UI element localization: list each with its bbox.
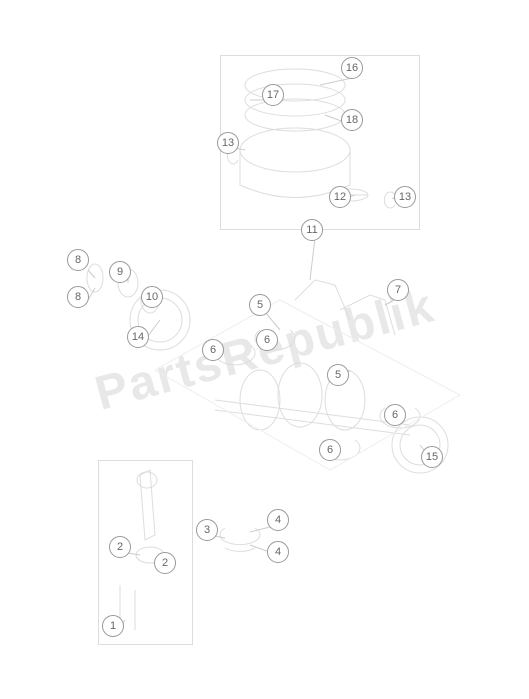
callout-15: 15 — [421, 446, 443, 468]
callout-number: 12 — [329, 186, 351, 208]
callout-number: 17 — [262, 84, 284, 106]
callout-number: 13 — [394, 186, 416, 208]
callout-4b: 4 — [267, 509, 289, 531]
callout-number: 4 — [267, 509, 289, 531]
callout-number: 2 — [154, 552, 176, 574]
callout-5: 5 — [249, 294, 271, 316]
callout-5b: 5 — [327, 364, 349, 386]
callout-number: 5 — [249, 294, 271, 316]
callout-2b: 2 — [154, 552, 176, 574]
callout-number: 18 — [341, 109, 363, 131]
callout-11: 11 — [301, 219, 323, 241]
callout-7: 7 — [387, 279, 409, 301]
callout-number: 5 — [327, 364, 349, 386]
callout-8b: 8 — [67, 286, 89, 308]
callout-6: 6 — [202, 339, 224, 361]
callout-3: 3 — [196, 519, 218, 541]
callout-18: 18 — [341, 109, 363, 131]
callout-number: 2 — [109, 536, 131, 558]
callout-12: 12 — [329, 186, 351, 208]
callout-16: 16 — [341, 57, 363, 79]
callout-6d: 6 — [384, 404, 406, 426]
callout-13b: 13 — [394, 186, 416, 208]
callout-6b: 6 — [256, 329, 278, 351]
callout-13: 13 — [217, 132, 239, 154]
callout-number: 8 — [67, 249, 89, 271]
callout-4: 4 — [267, 541, 289, 563]
callout-number: 6 — [384, 404, 406, 426]
callout-17: 17 — [262, 84, 284, 106]
callout-number: 7 — [387, 279, 409, 301]
callout-2: 2 — [109, 536, 131, 558]
callout-number: 8 — [67, 286, 89, 308]
callout-number: 13 — [217, 132, 239, 154]
callout-1: 1 — [102, 615, 124, 637]
callout-14: 14 — [127, 326, 149, 348]
callout-number: 16 — [341, 57, 363, 79]
callout-10: 10 — [141, 286, 163, 308]
callout-number: 6 — [319, 439, 341, 461]
callout-6c: 6 — [319, 439, 341, 461]
callout-number: 14 — [127, 326, 149, 348]
callout-number: 9 — [109, 261, 131, 283]
callout-number: 1 — [102, 615, 124, 637]
callout-9: 9 — [109, 261, 131, 283]
callout-number: 6 — [256, 329, 278, 351]
callout-number: 3 — [196, 519, 218, 541]
callout-8: 8 — [67, 249, 89, 271]
callout-number: 4 — [267, 541, 289, 563]
callout-number: 11 — [301, 219, 323, 241]
callout-number: 10 — [141, 286, 163, 308]
callout-number: 6 — [202, 339, 224, 361]
callout-number: 15 — [421, 446, 443, 468]
